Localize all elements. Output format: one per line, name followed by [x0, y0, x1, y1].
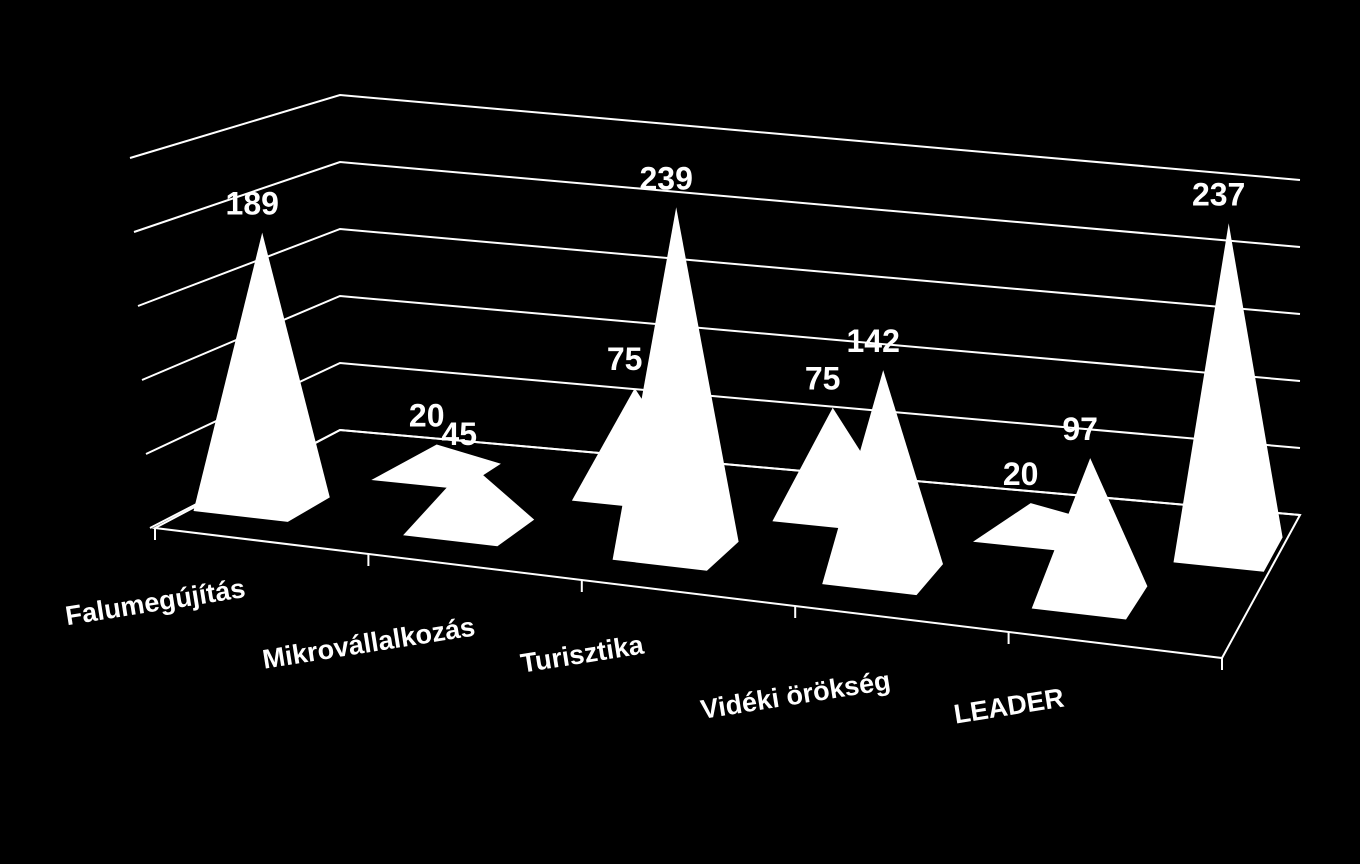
pyramid	[822, 370, 943, 596]
x-tick-label: LEADER	[952, 683, 1066, 730]
grid-line	[129, 93, 1301, 181]
grid-line	[133, 160, 1301, 248]
value-label: 75	[805, 361, 841, 397]
value-label: 20	[409, 397, 445, 433]
value-label: 97	[1062, 411, 1098, 447]
grid-line	[137, 227, 1301, 315]
pyramid	[612, 207, 739, 571]
value-label: 189	[226, 186, 279, 222]
x-tick-label: Falumegújítás	[63, 573, 247, 631]
value-label: 20	[1003, 456, 1039, 492]
pyramid	[1173, 223, 1283, 572]
x-tick-label: Turisztika	[518, 629, 646, 678]
value-label: 239	[640, 160, 693, 196]
value-label: 75	[607, 341, 643, 377]
value-label: 45	[441, 416, 477, 452]
value-label: 142	[846, 323, 899, 359]
pyramid	[1031, 458, 1148, 620]
value-label: 237	[1192, 176, 1245, 212]
pyramid	[403, 463, 535, 547]
pyramid	[193, 232, 330, 522]
grid-line	[141, 294, 1301, 382]
x-tick-label: Vidéki örökség	[699, 665, 893, 725]
pyramid	[973, 503, 1088, 552]
x-tick-label: Mikrovállalkozás	[260, 612, 477, 675]
grid-line	[145, 361, 1301, 455]
